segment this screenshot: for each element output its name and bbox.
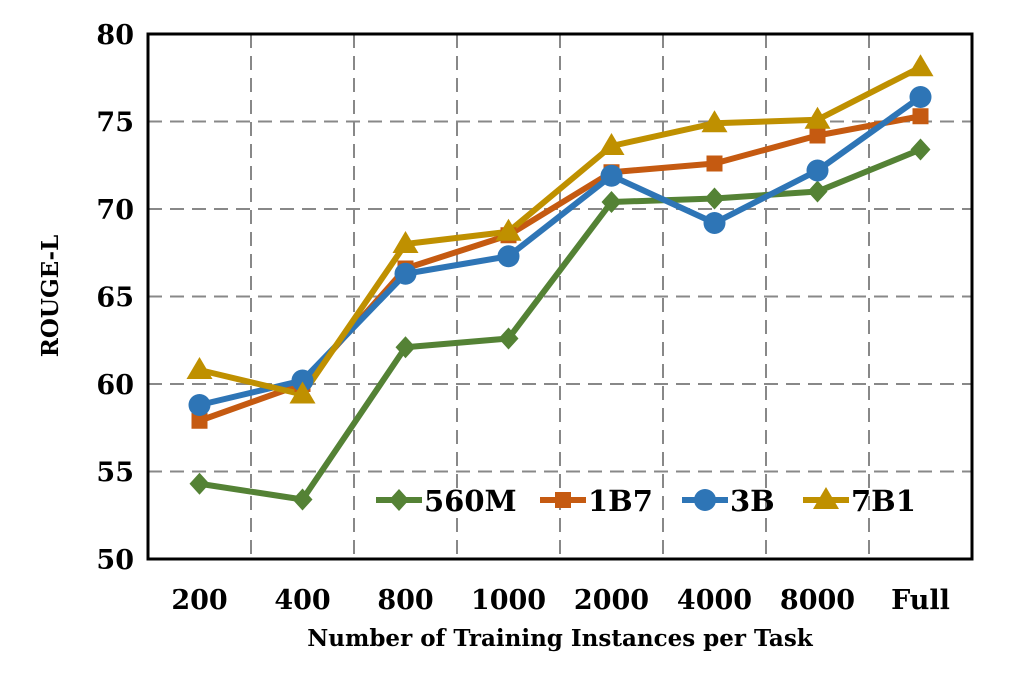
data-point-3b [497, 245, 520, 268]
legend: 560M 1B7 3B 7B1 [376, 484, 916, 518]
data-point-560m [292, 488, 313, 511]
data-point-1b7 [912, 108, 929, 125]
x-tick-label: 400 [274, 585, 330, 616]
legend-swatch-marker [389, 489, 409, 511]
series-lines [196, 64, 924, 503]
legend-item-3b: 3B [682, 484, 775, 518]
data-point-1b7 [191, 412, 208, 429]
data-point-7b1 [701, 110, 728, 133]
legend-item-1b7: 1B7 [540, 484, 653, 518]
y-tick-label: 65 [96, 283, 134, 314]
data-point-560m [910, 138, 931, 161]
data-point-7b1 [186, 357, 213, 379]
x-tick-label: 200 [171, 585, 227, 616]
y-tick-label: 75 [96, 108, 134, 139]
y-tick-label: 80 [96, 20, 134, 51]
data-point-560m [395, 336, 416, 359]
legend-swatch-marker [813, 487, 839, 509]
data-point-3b [291, 369, 314, 392]
legend-swatch-marker [694, 489, 716, 511]
legend-label: 7B1 [851, 484, 916, 518]
data-point-3b [703, 212, 726, 234]
legend-label: 3B [730, 484, 775, 518]
data-point-560m [189, 472, 210, 495]
legend-swatch-marker [555, 492, 571, 508]
data-point-560m [601, 191, 622, 213]
series-markers [186, 54, 934, 511]
y-tick-label: 60 [96, 370, 134, 401]
data-point-7b1 [495, 218, 522, 241]
data-point-560m [704, 187, 725, 210]
data-point-3b [394, 262, 417, 285]
data-point-7b1 [392, 231, 419, 253]
data-point-7b1 [289, 381, 316, 404]
y-tick-label: 70 [96, 195, 134, 226]
x-axis-title: Number of Training Instances per Task [307, 625, 814, 652]
y-tick-label: 50 [96, 545, 134, 576]
data-point-7b1 [907, 54, 934, 77]
x-tick-label: 800 [377, 585, 433, 616]
data-point-7b1 [804, 106, 831, 129]
x-tick-label: 4000 [677, 585, 752, 616]
data-point-1b7 [809, 127, 826, 144]
series-line-3b [196, 94, 924, 408]
legend-item-560m: 560M [376, 484, 517, 518]
y-axis-title: ROUGE-L [37, 235, 64, 358]
data-point-3b [806, 159, 829, 182]
data-point-3b [909, 86, 932, 108]
y-tick-label: 55 [96, 458, 134, 489]
x-tick-label: 8000 [780, 585, 855, 616]
data-point-3b [188, 394, 211, 416]
plot-frame [146, 32, 974, 561]
data-point-560m [498, 327, 519, 350]
x-tick-label: Full [891, 585, 950, 616]
y-axis-tick-labels: 50 55 60 65 70 75 80 [96, 20, 134, 576]
x-axis-tick-labels: 200 400 800 1000 2000 4000 8000 Full [171, 585, 950, 616]
legend-label: 1B7 [588, 484, 653, 518]
data-point-1b7 [706, 155, 723, 172]
legend-label: 560M [424, 484, 517, 518]
x-tick-label: 1000 [471, 585, 546, 616]
data-point-7b1 [598, 133, 625, 155]
series-line-7b1 [196, 64, 924, 398]
series-line-560m [196, 146, 924, 503]
x-tick-label: 2000 [574, 585, 649, 616]
grid-lines [148, 34, 972, 559]
data-point-3b [600, 164, 623, 187]
data-point-560m [807, 180, 828, 203]
legend-item-7b1: 7B1 [803, 484, 916, 518]
